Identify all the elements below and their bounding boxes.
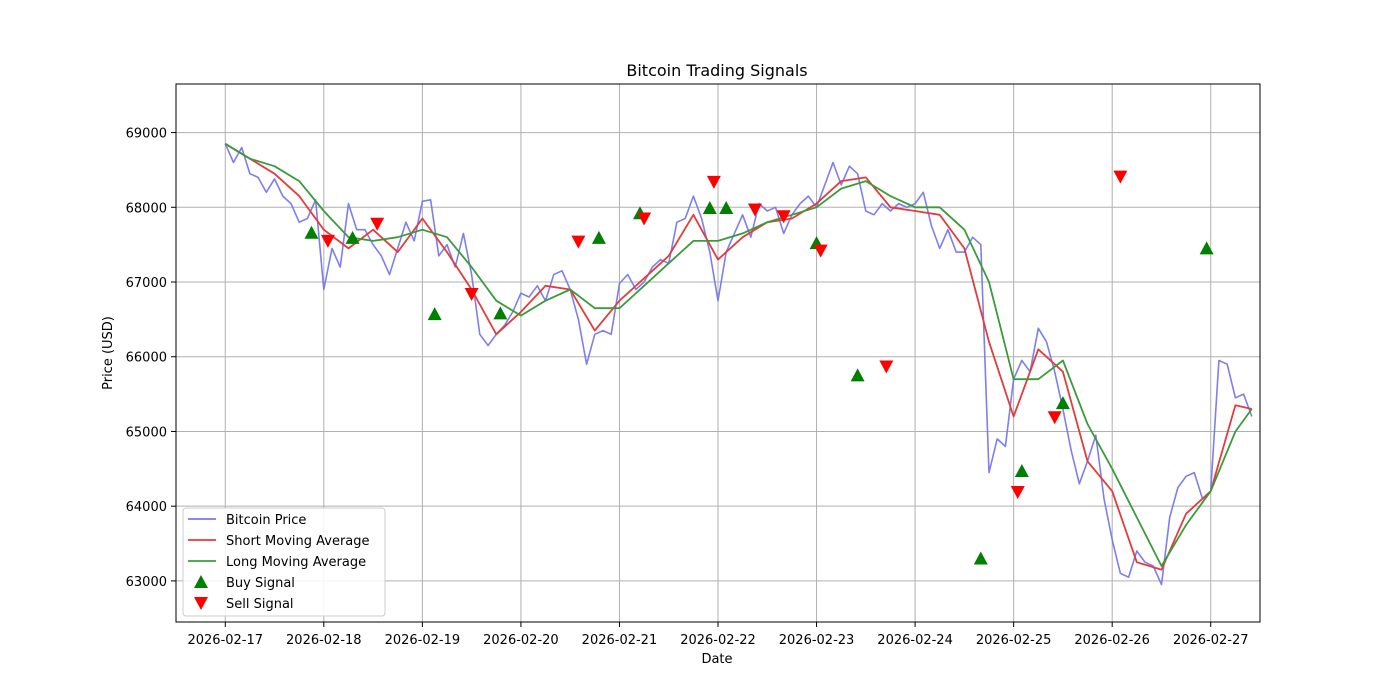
legend-sell-icon: [194, 597, 208, 610]
buy-signal-marker: [850, 368, 865, 382]
buy-signal-marker: [1199, 241, 1214, 255]
legend-label: Short Moving Average: [226, 534, 370, 549]
buy-signal-marker: [702, 201, 717, 215]
x-tick-label: 2026-02-23: [779, 633, 855, 648]
buy-signal-marker: [973, 551, 988, 565]
x-tick-label: 2026-02-18: [286, 633, 362, 648]
sell-signal-marker: [813, 244, 828, 258]
y-tick-label: 66000: [126, 351, 167, 366]
legend-entry-short-ma: Short Moving Average: [188, 534, 370, 549]
sell-signal-marker: [776, 210, 791, 224]
series-layer: [224, 143, 1253, 586]
sell-signal-marker: [1010, 485, 1025, 499]
x-tick-label: 2026-02-27: [1173, 633, 1249, 648]
buy-signal-marker: [1055, 396, 1070, 410]
x-tick-label: 2026-02-24: [877, 633, 953, 648]
legend-label: Sell Signal: [226, 597, 294, 612]
long-ma-series-line: [224, 143, 1253, 567]
y-tick-label: 68000: [126, 201, 167, 216]
chart-title: Bitcoin Trading Signals: [626, 61, 807, 80]
buy-signal-marker: [427, 307, 442, 321]
sell-signal-marker: [370, 217, 385, 231]
short-ma-series-line: [224, 143, 1252, 571]
legend-label: Long Moving Average: [226, 555, 366, 570]
sell-signal-marker: [1047, 411, 1062, 425]
x-tick-label: 2026-02-20: [483, 633, 559, 648]
legend-box: [182, 507, 386, 617]
sell-signal-marker: [747, 203, 762, 217]
tick-layer: 2026-02-17 2026-02-18 2026-02-19 2026-02-20…: [126, 127, 1249, 648]
buy-signal-marker: [493, 306, 508, 320]
y-tick-label: 63000: [126, 575, 167, 590]
price-series-line: [224, 143, 1253, 586]
signal-layer: [304, 170, 1214, 565]
x-tick-label: 2026-02-19: [385, 633, 461, 648]
buy-signal-marker: [345, 230, 360, 244]
x-tick-label: 2026-02-21: [582, 633, 658, 648]
y-tick-label: 65000: [126, 425, 167, 440]
legend-entry-buy: Buy Signal: [194, 575, 295, 591]
buy-signal-marker: [591, 230, 606, 244]
legend: Bitcoin Price Short Moving Average Long Mo…: [182, 507, 386, 617]
legend-label: Bitcoin Price: [226, 513, 306, 528]
y-axis-label: Price (USD): [101, 316, 116, 390]
x-tick-label: 2026-02-25: [976, 633, 1052, 648]
sell-signal-marker: [1113, 170, 1128, 184]
legend-entry-sell: Sell Signal: [194, 597, 294, 612]
buy-signal-marker: [719, 201, 734, 215]
x-tick-label: 2026-02-17: [187, 633, 263, 648]
grid-layer: [176, 84, 1260, 622]
sell-signal-marker: [464, 287, 479, 301]
y-tick-label: 67000: [126, 276, 167, 291]
sell-signal-marker: [637, 212, 652, 226]
buy-signal-marker: [304, 225, 319, 239]
legend-entry-long-ma: Long Moving Average: [188, 555, 366, 570]
legend-buy-icon: [194, 575, 208, 588]
sell-signal-marker: [706, 175, 721, 189]
legend-label: Buy Signal: [226, 576, 295, 591]
x-tick-label: 2026-02-22: [680, 633, 756, 648]
x-tick-label: 2026-02-26: [1074, 633, 1150, 648]
sell-signal-marker: [320, 234, 335, 248]
y-tick-label: 64000: [126, 500, 167, 515]
sell-signal-marker: [879, 360, 894, 374]
x-axis-label: Date: [701, 652, 732, 667]
y-tick-label: 69000: [126, 127, 167, 142]
buy-signal-marker: [1014, 464, 1029, 478]
legend-entry-price: Bitcoin Price: [188, 513, 306, 528]
sell-signal-marker: [571, 235, 586, 249]
